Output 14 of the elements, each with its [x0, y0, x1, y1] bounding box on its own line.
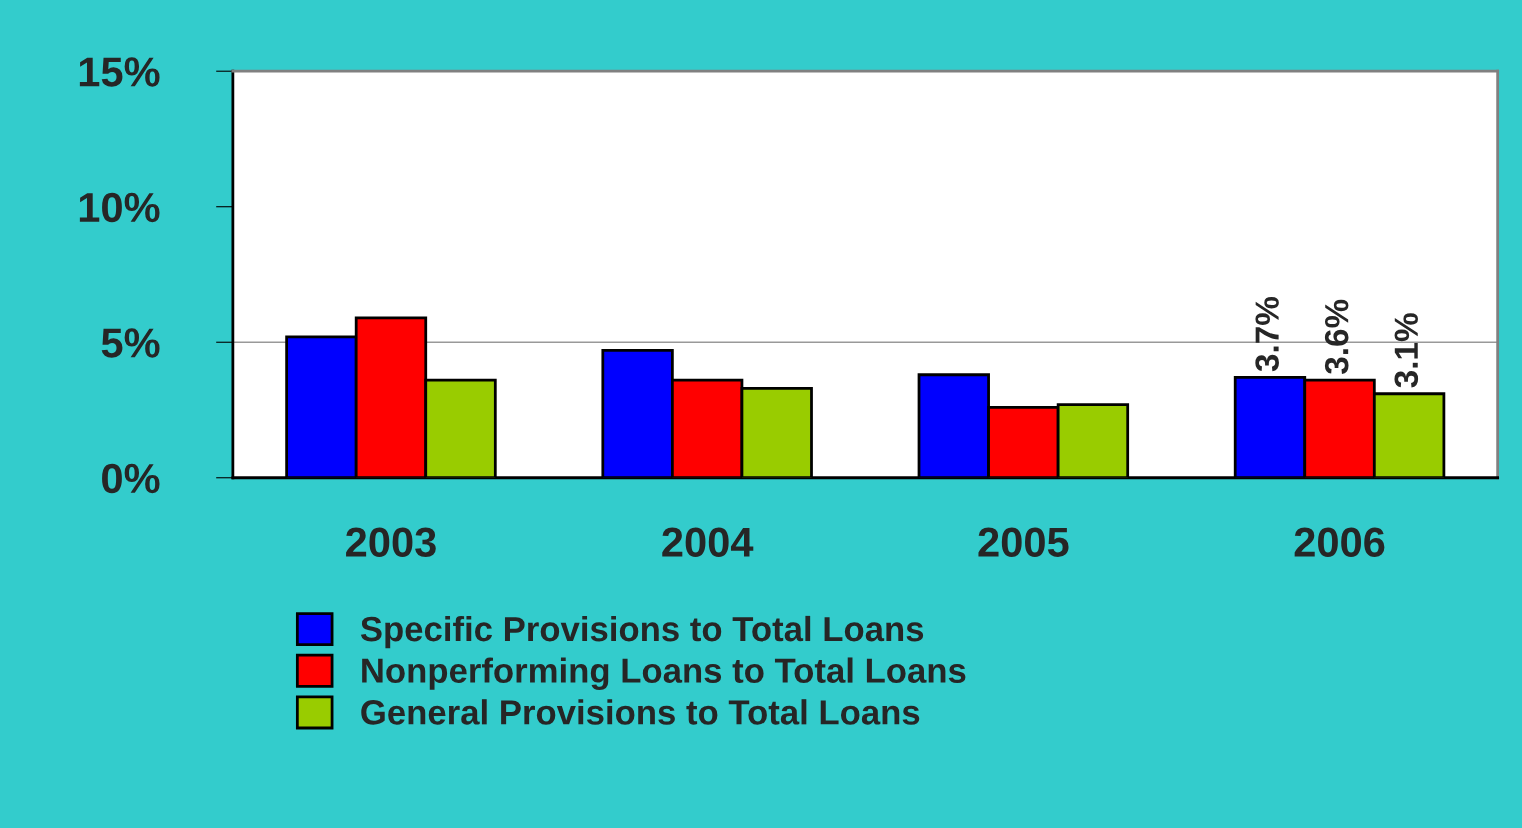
x-tick-label: 2006	[1294, 527, 1385, 557]
y-tick-label: 5%	[101, 328, 160, 358]
legend-label: General Provisions to Total Loans	[361, 699, 920, 725]
y-tick-label: 0%	[102, 463, 160, 494]
data-label: 3.6%	[1324, 299, 1349, 374]
x-tick-label: 2003	[346, 527, 436, 558]
y-tick-label: 10%	[79, 192, 160, 223]
x-tick-label: 2005	[978, 527, 1069, 557]
data-label: 3.1%	[1394, 313, 1419, 388]
y-tick-label: 15%	[79, 57, 160, 87]
x-tick-label: 2004	[662, 527, 754, 557]
data-label: 3.7%	[1255, 296, 1279, 372]
legend-label: Nonperforming Loans to Total Loans	[362, 657, 966, 690]
legend-label: Specific Provisions to Total Loans	[360, 615, 924, 649]
